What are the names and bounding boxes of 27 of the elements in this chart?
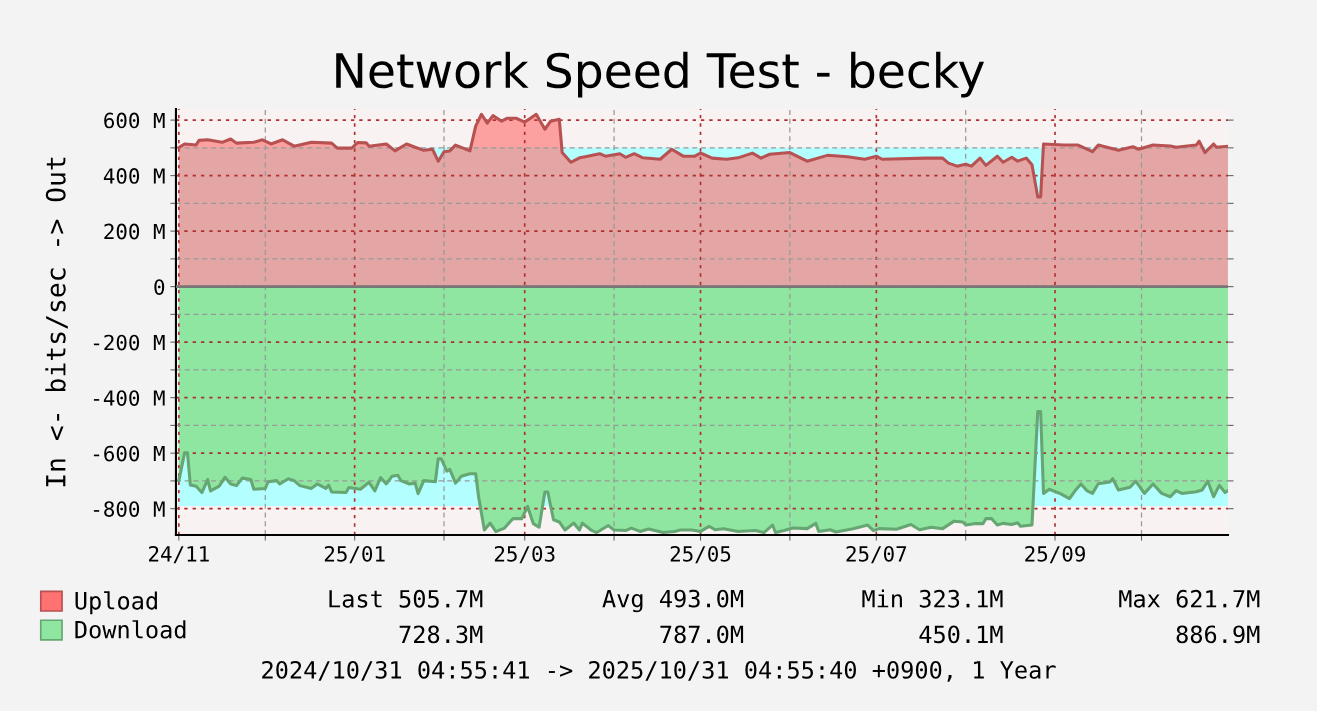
text: Avg 493.0M bbox=[602, 589, 744, 613]
legend-label: Download bbox=[75, 620, 186, 639]
y-tick-label: -200 M bbox=[93, 334, 165, 351]
y-tick-label: -800 M bbox=[93, 501, 165, 517]
y-tick-label: 600 M bbox=[104, 112, 165, 129]
text: Min 323.1M bbox=[862, 589, 1003, 608]
x-tick-label: 25/03 bbox=[494, 545, 555, 564]
chart-title: Network Speed Test - becky bbox=[336, 51, 985, 98]
text: 787.0M bbox=[660, 625, 744, 644]
x-tick-label: 25/09 bbox=[1025, 545, 1085, 564]
x-tick-label: 24/11 bbox=[149, 545, 209, 564]
y-tick-label: -400 M bbox=[93, 390, 165, 406]
y-tick-label: 200 M bbox=[104, 223, 165, 240]
text: Max 621.7M bbox=[1119, 589, 1260, 608]
y-axis-title: In <- bits/sec -> Out bbox=[45, 157, 68, 487]
y-tick-label: -600 M bbox=[93, 445, 165, 462]
x-tick-label: 25/07 bbox=[846, 545, 907, 564]
text: Last 505.7M bbox=[329, 589, 483, 608]
text: 728.3M bbox=[399, 625, 483, 644]
text: 886.9M bbox=[1176, 625, 1260, 644]
y-tick-label: 0 bbox=[154, 279, 165, 295]
text: 2024/10/31 04:55:41 -> 2025/10/31 04:55:40 +0900, 1 Year bbox=[262, 660, 1056, 682]
text: 450.1M bbox=[919, 625, 1003, 644]
legend-label: Upload bbox=[75, 591, 157, 615]
y-tick-label: 400 M bbox=[103, 168, 165, 184]
x-tick-label: 25/05 bbox=[670, 545, 731, 564]
x-tick-label: 25/01 bbox=[324, 545, 385, 564]
